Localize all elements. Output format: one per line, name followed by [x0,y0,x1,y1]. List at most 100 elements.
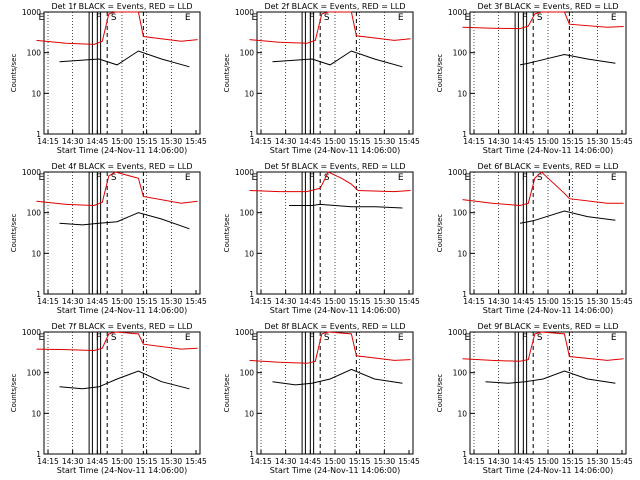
y-tick-label: 1 [36,450,41,459]
x-tick-label: 15:45 [611,137,633,146]
x-tick-label: 14:30 [488,457,510,466]
x-tick-label: 14:15 [463,137,485,146]
segment-marker: E [38,173,44,183]
x-tick-label: 14:30 [488,137,510,146]
x-tick-label: 14:30 [275,137,297,146]
detector-panel: Det 7f BLACK = Events, RED = LLD E F S E 1 10 1… [10,322,207,475]
segment-marker: S [111,333,117,343]
panel-title: Det 2f BLACK = Events, RED = LLD [264,2,405,11]
y-tick-label: 1 [249,130,254,139]
segment-marker: F [309,173,314,183]
segment-marker: S [111,173,117,183]
y-tick-label: 100 [453,49,468,58]
y-tick-label: 10 [31,249,41,258]
x-tick-label: 15:45 [185,137,207,146]
x-tick-label: 14:15 [250,457,272,466]
events-series-line [59,50,190,68]
x-axis-title: Start Time (24-Nov-11 14:06:00) [270,466,400,475]
x-tick-label: 14:45 [513,457,535,466]
y-tick-label: 1000 [448,8,467,17]
y-tick-label: 10 [457,409,467,418]
y-axis-title: Counts/sec [10,374,18,413]
x-axis-title: Start Time (24-Nov-11 14:06:00) [483,466,613,475]
panel-title: Det 1f BLACK = Events, RED = LLD [51,2,192,11]
segment-marker: E [185,333,191,343]
x-tick-label: 15:15 [562,457,584,466]
x-axis-title: Start Time (24-Nov-11 14:06:00) [483,306,613,315]
x-axis-title: Start Time (24-Nov-11 14:06:00) [483,146,613,155]
x-tick-label: 14:30 [488,297,510,306]
detector-panel: Det 3f BLACK = Events, RED = LLD E F S E 1 10 1… [436,2,633,155]
lld-series-line [249,171,411,193]
segment-marker: S [537,173,543,183]
x-tick-label: 15:30 [587,297,609,306]
panel-title: Det 9f BLACK = Events, RED = LLD [477,322,618,331]
segment-marker: S [537,333,543,343]
x-tick-label: 15:00 [111,137,133,146]
y-axis-title: Counts/sec [436,214,444,253]
detector-panel: Det 5f BLACK = Events, RED = LLD E F S E 1 10 1… [223,162,420,315]
segment-marker: S [324,173,330,183]
x-tick-label: 15:45 [398,137,420,146]
panel-title: Det 3f BLACK = Events, RED = LLD [477,2,618,11]
x-tick-label: 14:45 [300,297,322,306]
x-tick-label: 14:45 [87,137,109,146]
y-axis-title: Counts/sec [436,54,444,93]
lld-series-line [36,11,198,45]
events-series-line [272,368,403,386]
detector-panel: Det 9f BLACK = Events, RED = LLD E F S E 1 10 1… [436,322,633,475]
x-tick-label: 14:15 [463,457,485,466]
x-tick-label: 15:45 [611,457,633,466]
y-tick-label: 1 [249,290,254,299]
y-tick-label: 1000 [448,328,467,337]
segment-marker: E [185,13,191,23]
segment-marker: F [522,333,527,343]
y-axis-title: Counts/sec [10,54,18,93]
x-tick-label: 14:30 [275,457,297,466]
x-tick-label: 14:45 [513,297,535,306]
segment-marker: S [111,13,117,23]
x-tick-label: 15:30 [374,137,396,146]
y-tick-label: 100 [240,49,255,58]
x-tick-label: 15:30 [587,457,609,466]
lld-series-line [36,171,198,207]
x-tick-label: 15:45 [185,457,207,466]
segment-marker: F [522,13,527,23]
y-tick-label: 10 [244,249,254,258]
x-tick-label: 15:00 [111,457,133,466]
x-tick-label: 14:15 [250,137,272,146]
y-tick-label: 1000 [22,168,41,177]
x-tick-label: 15:15 [136,137,158,146]
segment-marker: E [611,333,617,343]
events-series-line [59,370,190,390]
y-tick-label: 100 [453,369,468,378]
segment-marker: E [38,13,44,23]
segment-marker: E [464,13,470,23]
x-tick-label: 15:30 [161,457,183,466]
segment-marker: F [96,173,101,183]
x-tick-label: 15:00 [537,457,559,466]
x-axis-title: Start Time (24-Nov-11 14:06:00) [270,306,400,315]
y-axis-title: Counts/sec [223,374,231,413]
x-tick-label: 15:00 [324,137,346,146]
x-tick-label: 15:45 [611,297,633,306]
x-tick-label: 15:00 [537,297,559,306]
y-tick-label: 10 [31,89,41,98]
segment-marker: E [398,333,404,343]
panel-title: Det 8f BLACK = Events, RED = LLD [264,322,405,331]
x-tick-label: 15:00 [324,457,346,466]
events-series-line [485,370,616,384]
y-tick-label: 10 [244,89,254,98]
x-tick-label: 15:15 [349,297,371,306]
segment-marker: E [464,333,470,343]
segment-marker: F [309,13,314,23]
x-tick-label: 15:15 [562,297,584,306]
panel-title: Det 4f BLACK = Events, RED = LLD [51,162,192,171]
x-axis-title: Start Time (24-Nov-11 14:06:00) [57,146,187,155]
y-axis-title: Counts/sec [436,374,444,413]
x-tick-label: 14:15 [463,297,485,306]
x-tick-label: 14:45 [300,457,322,466]
y-tick-label: 1000 [235,8,254,17]
x-tick-label: 14:15 [250,297,272,306]
